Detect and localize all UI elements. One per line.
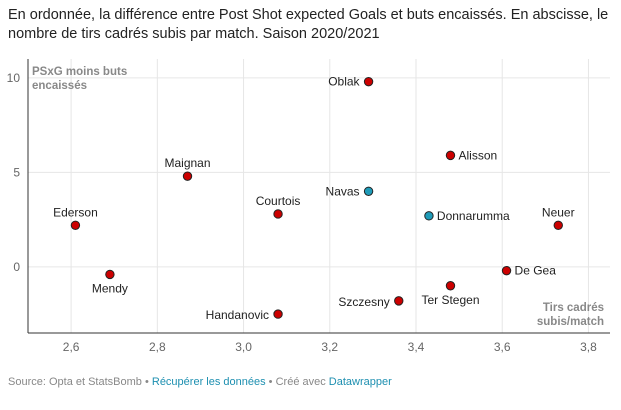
x-tick-label: 3,8 <box>580 340 597 354</box>
point-label: Courtois <box>256 194 301 208</box>
x-tick-label: 3,2 <box>321 340 338 354</box>
point-label: Oblak <box>328 75 360 89</box>
chart-footer: Source: Opta et StatsBomb • Récupérer le… <box>8 376 392 388</box>
x-axis-label: Tirs cadrés <box>543 302 604 314</box>
point-label: Alisson <box>458 148 497 162</box>
x-axis-label: subis/match <box>537 316 604 328</box>
footer-separator: • <box>141 376 152 388</box>
point-label: Handanovic <box>206 308 269 322</box>
source-text: Source: Opta et StatsBomb <box>8 376 142 388</box>
data-point-donnarumma <box>424 211 434 221</box>
point-label: De Gea <box>515 264 557 278</box>
point-label: Mendy <box>92 281 128 295</box>
datawrapper-link[interactable]: Datawrapper <box>328 376 392 388</box>
footer-separator: • <box>265 376 276 388</box>
data-point-ederson <box>70 220 81 230</box>
data-point-courtois <box>273 209 283 219</box>
point-label: Navas <box>326 184 360 198</box>
y-axis-label: PSxG moins buts <box>32 66 127 78</box>
y-tick-label: 0 <box>13 260 20 274</box>
download-data-link[interactable]: Récupérer les données <box>151 376 266 388</box>
x-tick-label: 2,6 <box>63 340 80 354</box>
y-tick-label: 5 <box>13 165 20 179</box>
data-point-szczesny <box>394 296 404 306</box>
data-point-maignan <box>182 171 193 181</box>
data-point-alisson <box>445 150 456 161</box>
point-label: Neuer <box>542 205 575 219</box>
point-label: Donnarumma <box>437 209 510 223</box>
data-point-mendy <box>105 269 115 280</box>
point-label: Maignan <box>164 156 210 170</box>
point-label: Ter Stegen <box>421 293 479 307</box>
point-label: Ederson <box>53 205 98 219</box>
y-tick-label: 10 <box>7 71 21 85</box>
x-tick-label: 3,4 <box>408 340 425 354</box>
chart-title: En ordonnée, la différence entre Post Sh… <box>8 7 609 42</box>
x-tick-label: 3,0 <box>235 340 252 354</box>
created-with-text: Créé avec <box>275 376 329 388</box>
y-axis-label: encaissés <box>32 80 87 92</box>
data-point-de-gea <box>501 265 512 276</box>
x-tick-label: 3,6 <box>494 340 511 354</box>
data-point-oblak <box>363 76 374 87</box>
data-point-neuer <box>553 220 563 230</box>
x-tick-label: 2,8 <box>149 340 166 354</box>
data-point-navas <box>363 186 374 196</box>
data-point-ter-stegen <box>445 281 456 291</box>
data-point-handanovic <box>273 309 283 319</box>
point-label: Szczesny <box>338 295 389 309</box>
